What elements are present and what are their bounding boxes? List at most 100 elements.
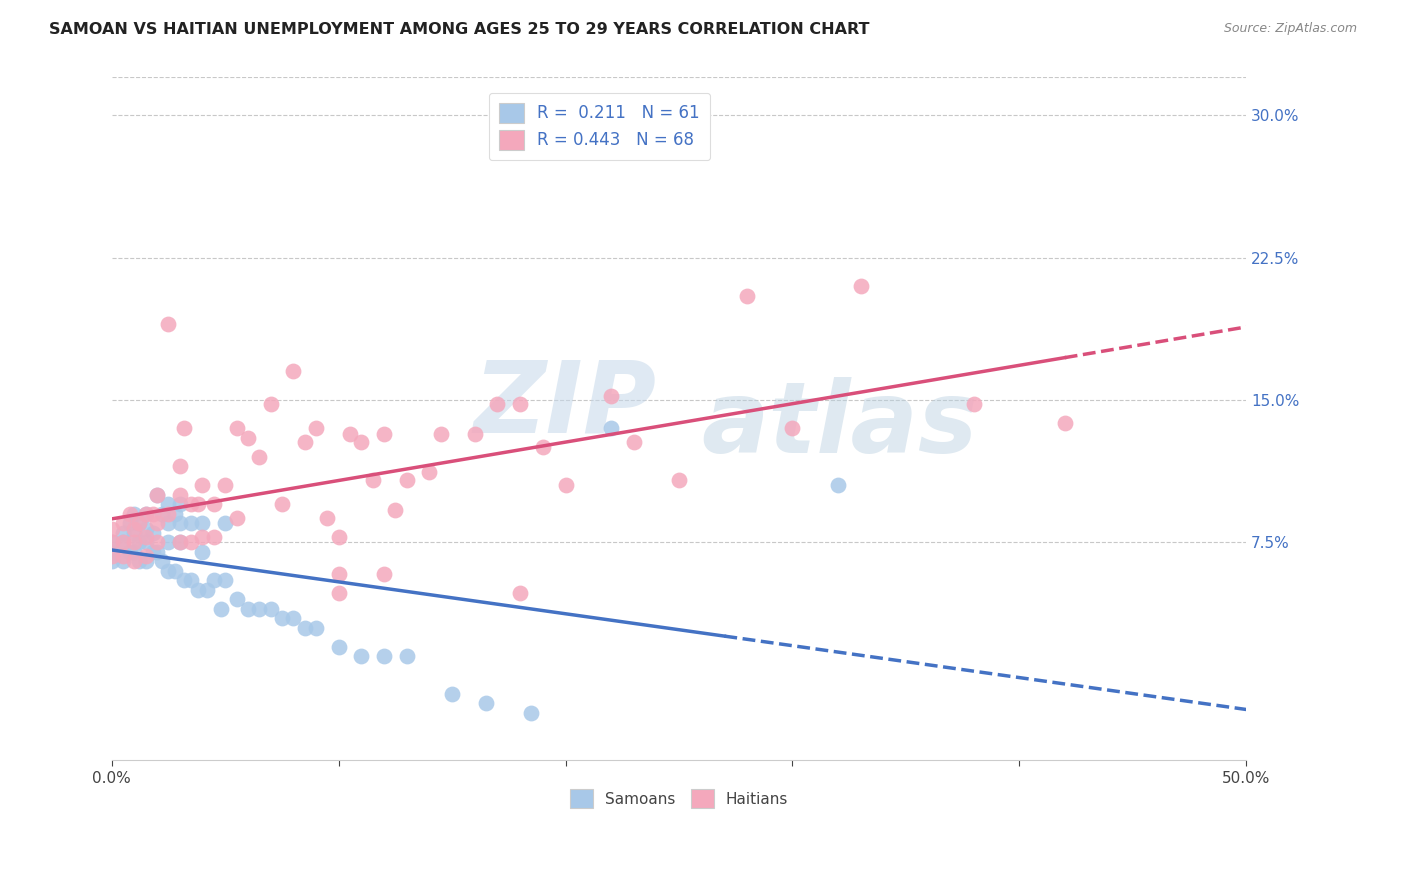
Point — [225, 421, 247, 435]
Point — [294, 434, 316, 449]
Point — [735, 288, 758, 302]
Point — [373, 648, 395, 663]
Point — [305, 621, 328, 635]
Point — [191, 478, 214, 492]
Text: ZIP: ZIP — [474, 357, 657, 454]
Point — [180, 535, 202, 549]
Point — [112, 554, 135, 568]
Point — [259, 397, 281, 411]
Point — [135, 529, 157, 543]
Point — [361, 473, 384, 487]
Point — [623, 434, 645, 449]
Point — [225, 592, 247, 607]
Point — [247, 601, 270, 615]
Point — [509, 397, 531, 411]
Point — [124, 522, 146, 536]
Point — [100, 535, 122, 549]
Point — [128, 535, 150, 549]
Point — [350, 434, 373, 449]
Point — [191, 529, 214, 543]
Point — [169, 459, 191, 474]
Point — [849, 279, 872, 293]
Point — [169, 535, 191, 549]
Point — [112, 535, 135, 549]
Legend: Samoans, Haitians: Samoans, Haitians — [564, 783, 794, 814]
Point — [339, 427, 361, 442]
Point — [135, 507, 157, 521]
Point — [202, 573, 225, 587]
Point — [173, 421, 195, 435]
Point — [112, 525, 135, 540]
Point — [236, 601, 259, 615]
Point — [531, 441, 554, 455]
Point — [475, 697, 498, 711]
Point — [247, 450, 270, 464]
Point — [141, 545, 163, 559]
Point — [202, 529, 225, 543]
Point — [128, 516, 150, 531]
Point — [350, 648, 373, 663]
Point — [395, 473, 418, 487]
Point — [112, 535, 135, 549]
Point — [486, 397, 509, 411]
Point — [146, 535, 169, 549]
Point — [554, 478, 576, 492]
Point — [328, 640, 350, 654]
Point — [157, 564, 180, 578]
Point — [209, 601, 232, 615]
Point — [150, 554, 173, 568]
Point — [225, 510, 247, 524]
Point — [328, 586, 350, 600]
Point — [270, 497, 292, 511]
Point — [112, 549, 135, 563]
Point — [373, 567, 395, 582]
Point — [146, 516, 169, 531]
Point — [509, 586, 531, 600]
Point — [328, 529, 350, 543]
Point — [195, 582, 218, 597]
Point — [135, 549, 157, 563]
Point — [157, 507, 180, 521]
Point — [429, 427, 451, 442]
Point — [150, 507, 173, 521]
Point — [180, 497, 202, 511]
Point — [124, 554, 146, 568]
Point — [441, 687, 464, 701]
Point — [214, 516, 236, 531]
Point — [963, 397, 986, 411]
Point — [135, 522, 157, 536]
Point — [124, 525, 146, 540]
Point — [135, 554, 157, 568]
Text: Source: ZipAtlas.com: Source: ZipAtlas.com — [1223, 22, 1357, 36]
Point — [169, 516, 191, 531]
Point — [191, 545, 214, 559]
Point — [169, 488, 191, 502]
Point — [157, 317, 180, 331]
Point — [520, 706, 543, 720]
Point — [782, 421, 804, 435]
Point — [146, 545, 169, 559]
Point — [128, 516, 150, 531]
Point — [283, 364, 305, 378]
Point — [180, 573, 202, 587]
Point — [135, 535, 157, 549]
Point — [100, 549, 122, 563]
Point — [146, 488, 169, 502]
Point — [100, 545, 122, 559]
Point — [187, 497, 209, 511]
Point — [599, 389, 621, 403]
Point — [187, 582, 209, 597]
Point — [668, 473, 690, 487]
Text: atlas: atlas — [702, 377, 979, 475]
Point — [124, 535, 146, 549]
Point — [328, 567, 350, 582]
Point — [165, 564, 187, 578]
Point — [112, 516, 135, 531]
Point — [100, 535, 122, 549]
Point — [418, 465, 440, 479]
Point — [141, 507, 163, 521]
Point — [373, 427, 395, 442]
Point — [214, 573, 236, 587]
Point — [128, 554, 150, 568]
Point — [180, 516, 202, 531]
